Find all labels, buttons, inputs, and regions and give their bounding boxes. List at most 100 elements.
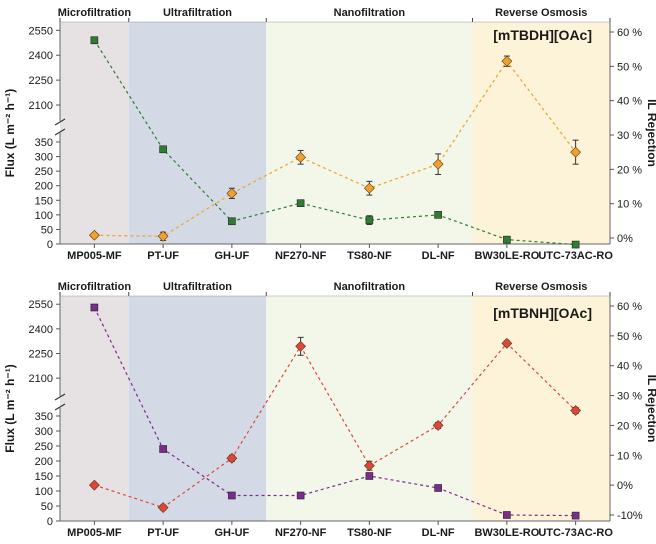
series-line-flux [93,307,576,517]
y-tick-label: 100 [35,486,53,498]
data-point-flux [503,511,511,519]
y2-tick-label: 30 % [617,130,642,142]
x-tick-label: MP005-MF [67,527,122,539]
y2-tick-label: 0% [617,480,633,492]
chart-panel-1: Microfiltration Ultrafiltration Nanofiltra… [3,7,656,262]
y-tick-label: 300 [35,152,53,164]
data-point-rejection [157,230,169,242]
data-point-rejection [501,337,513,349]
region-label: Ultrafiltration [163,281,232,293]
y2-tick-label: 40 % [617,361,642,373]
data-point-rejection [570,405,582,416]
y2-tick-label: 40 % [617,96,642,108]
x-tick-label: UTC-73AC-RO [538,527,613,539]
region-label: Nanofiltration [334,281,406,293]
data-point-flux [365,216,374,224]
y-tick-label: 0 [47,239,53,251]
data-point-rejection [432,158,444,170]
y2-tick-label: 10 % [617,199,642,211]
x-tick-label: PT-UF [147,527,179,539]
data-point-flux [434,211,442,219]
region-label: Microfiltration [58,281,132,293]
x-tick-label: DL-NF [422,250,455,262]
y-tick-label: 2250 [29,75,53,87]
y-tick-label: 2100 [29,373,53,385]
y2-tick-label: 0% [617,233,633,245]
y-tick-label: 150 [35,195,53,207]
data-point-rejection [157,502,169,513]
data-point-rejection [363,182,375,194]
region-label: Reverse Osmosis [495,281,587,293]
data-point-flux [228,491,236,500]
data-point-flux [159,145,167,154]
y-tick-label: 2400 [29,50,53,62]
x-tick-label: BW30LE-RO [474,527,539,539]
region-label: Ultrafiltration [163,7,232,19]
panel-title: [mTBDH][OAc] [493,27,592,43]
x-tick-label: GH-UF [214,250,249,262]
data-point-flux [296,491,305,500]
data-point-flux [159,445,167,453]
data-point-rejection [432,420,444,431]
x-tick-label: TS80-NF [347,527,392,539]
x-tick-label: MP005-MF [67,250,122,262]
data-point-flux [90,36,99,45]
x-tick-label: TS80-NF [347,250,392,262]
region-band-microfiltration [60,22,129,244]
y2-tick-label: 30 % [617,391,642,403]
data-point-flux [90,303,99,312]
axis-break-mark [54,128,66,136]
data-point-flux [228,217,236,226]
x-tick-label: NF270-NF [275,250,327,262]
data-point-rejection [295,340,307,352]
y-tick-label: 250 [35,166,53,178]
y2-tick-label: 20 % [617,164,642,176]
x-tick-label: PT-UF [147,250,179,262]
chart-panel-2: Microfiltration Ultrafiltration Nanofiltra… [3,281,656,539]
x-tick-label: DL-NF [422,527,455,539]
region-label: Microfiltration [58,7,132,19]
data-point-flux [365,472,374,480]
y2-tick-label: 10 % [617,450,642,462]
y-tick-label: 200 [35,456,53,468]
y-tick-label: 200 [35,181,53,193]
y-tick-label: 2250 [29,349,53,361]
x-tick-label: NF270-NF [275,527,327,539]
series-line-il-rejection [94,60,577,237]
data-point-rejection [226,452,238,464]
axis-break-mark [54,393,66,401]
y2-tick-label: -10% [617,510,643,522]
y-tick-label: 300 [35,426,53,438]
data-point-flux [503,235,511,244]
y2-tick-label: 60 % [617,301,642,313]
y-tick-label: 50 [41,224,53,236]
y-tick-label: 100 [35,210,53,222]
region-band-ultrafiltration [128,22,267,244]
y2-axis-title: IL Rejection [645,99,656,167]
y-axis-title: Flux (L m⁻² h⁻¹) [3,89,17,177]
y2-tick-label: 50 % [617,331,642,343]
y-tick-label: 350 [35,137,53,149]
region-band-reverse-osmosis [472,22,610,244]
y-tick-label: 2550 [29,25,53,37]
data-point-flux [434,484,442,492]
y2-tick-label: 50 % [617,61,642,73]
data-point-rejection [88,229,100,241]
y2-tick-label: 20 % [617,420,642,432]
region-band-nanofiltration [266,296,473,521]
y-tick-label: 350 [35,411,53,423]
data-point-rejection [363,460,375,472]
data-point-rejection [570,146,582,158]
region-band-reverse-osmosis [472,296,610,521]
y-axis-title: Flux (L m⁻² h⁻¹) [3,364,17,452]
y-tick-label: 2100 [29,100,53,112]
data-point-rejection [226,187,238,199]
data-point-rejection [295,151,307,163]
data-point-flux [296,199,305,207]
y2-axis-title: IL Rejection [645,375,656,443]
axis-break-mark [54,118,66,126]
data-point-rejection [88,479,100,491]
y-tick-label: 250 [35,441,53,453]
